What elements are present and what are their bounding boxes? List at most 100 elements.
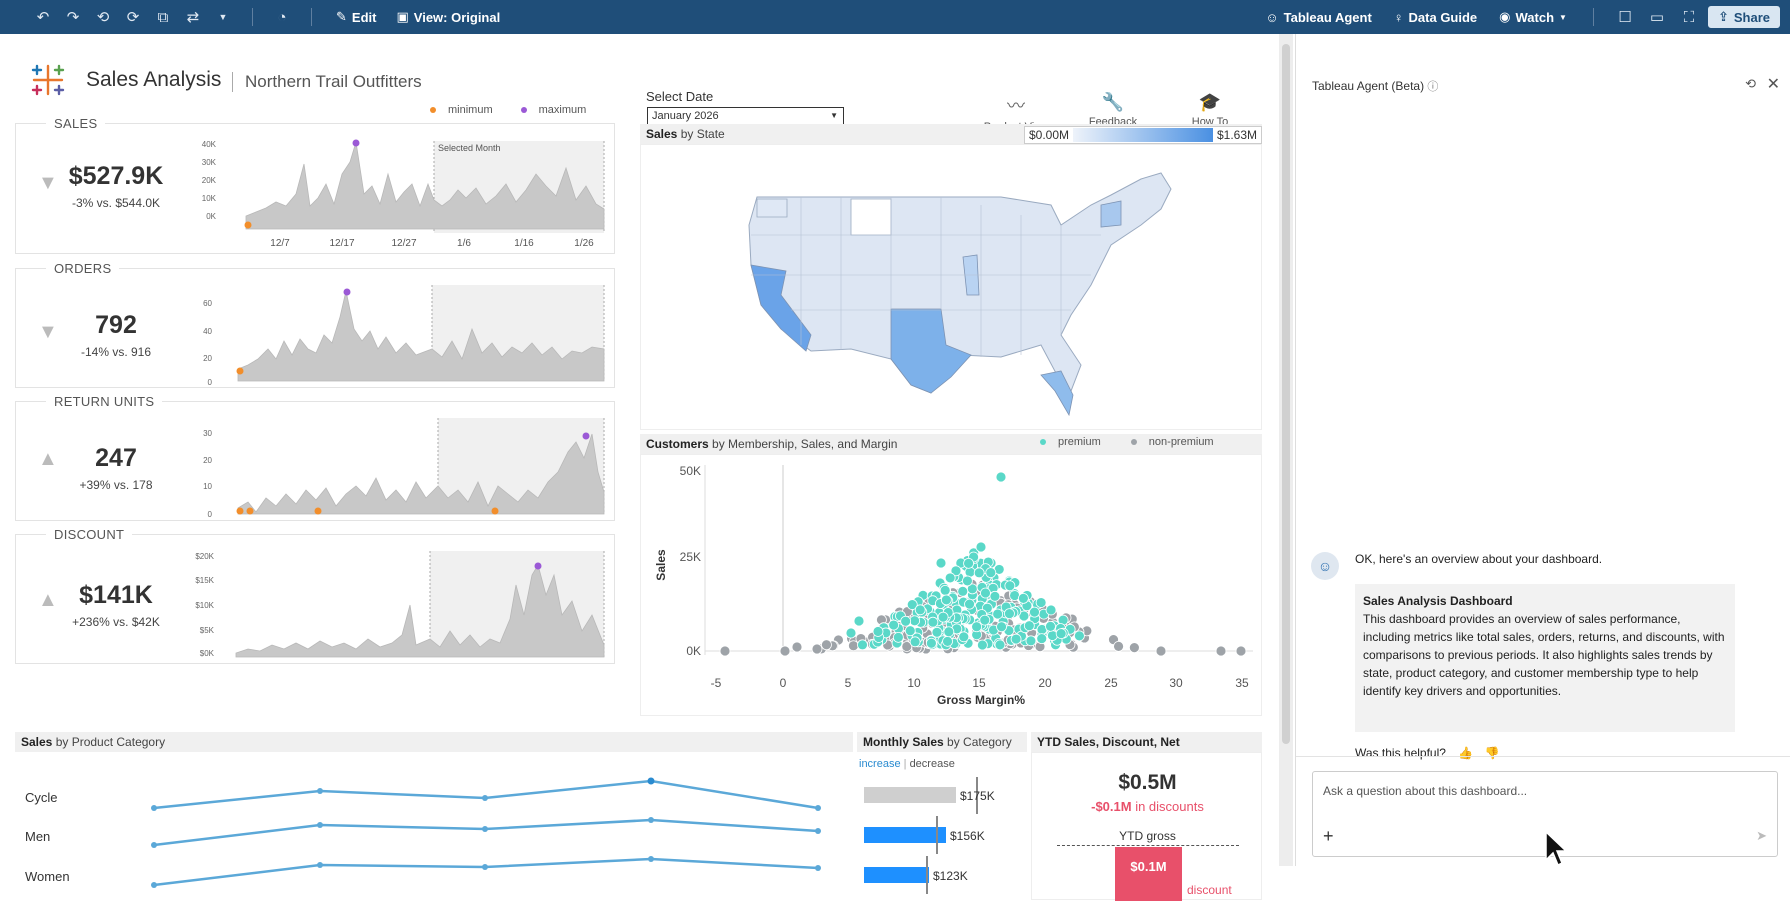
membership-legend: premium non-premium [1040,436,1214,448]
share-button[interactable]: ⇪ Share [1707,6,1780,28]
redo-icon[interactable]: ↷ [66,9,80,26]
x-tick: 1/26 [574,238,594,249]
trend-down-icon: ▼ [38,321,58,343]
kpi-orders: ORDERS ▼ 792 -14% vs. 916 60 40 20 0 [15,261,615,388]
trend-up-icon: ▲ [38,448,58,470]
min-marker [244,221,252,229]
min-marker [246,507,254,515]
comments-icon[interactable]: ☐ [1618,9,1632,26]
revert-icon[interactable]: ⟲ [96,9,110,26]
plus-icon[interactable]: + [1323,826,1334,846]
returns-sparkline: 30 20 10 0 [203,418,605,519]
men-bar [864,827,946,843]
x-axis-label: Gross Margin% [937,693,1025,707]
scatter-header: Customers by Membership, Sales, and Marg… [640,434,1262,454]
y-tick: $20K [195,552,214,561]
kpi-label: SALES [46,116,106,131]
chevron-down-icon: ▼ [830,111,838,120]
min-marker [236,367,244,375]
thumbs-down-icon[interactable]: 👎 [1484,746,1500,760]
replay-icon[interactable]: ⇄ [186,9,200,26]
max-marker [582,432,590,440]
min-marker [314,507,322,515]
discount-label: discount [1187,883,1232,897]
customer-scatter[interactable]: 50K 25K 0K Sales -5 0 5 10 15 20 25 30 3… [641,455,1263,717]
tableau-logo-icon [31,64,65,96]
agent-icon: ☺ [1265,9,1279,25]
select-date-value: January 2026 [652,110,719,122]
view-button[interactable]: ▣ View: Original [388,4,508,30]
discount-sparkline: $20K $15K $10K $5K $0K [195,551,605,658]
x-tick: 25 [1104,676,1118,690]
y-tick: $15K [195,576,214,585]
cycle-bar [864,787,956,803]
legend-decrease: decrease [909,758,955,770]
bar-value: $175K [960,789,995,803]
select-date-dropdown[interactable]: January 2026 ▼ [647,107,844,125]
dashboard-scrollbar[interactable] [1279,34,1293,866]
fullscreen-icon[interactable]: ⛶ [1683,8,1695,26]
florida-region [1040,370,1074,417]
summary-card: Sales Analysis Dashboard This dashboard … [1355,584,1735,732]
x-tick: 15 [972,676,986,690]
bar-value: $123K [933,869,968,883]
kpi-delta: +39% vs. 178 [79,478,153,492]
min-max-legend: minimum maximum [430,104,586,116]
scatter-points [719,471,1247,657]
page-subtitle: Northern Trail Outfitters [232,72,422,92]
x-tick: -5 [711,676,722,690]
helpful-label: Was this helpful? [1355,746,1446,760]
bar-value: $156K [950,829,985,843]
refresh-icon[interactable]: ⟳ [126,9,140,26]
edit-icon: ✎ [336,9,347,24]
selected-month-label: Selected Month [438,143,501,153]
tableau-agent-button[interactable]: ☺ Tableau Agent [1257,4,1379,30]
guide-label: Data Guide [1408,9,1478,25]
legend-increase: increase [859,758,901,770]
metrics-icon[interactable]: ◔ [277,8,287,26]
chat-history-icon[interactable]: ⟲ [1745,76,1756,91]
legend-minimum: minimum [430,104,493,116]
ask-input[interactable]: Ask a question about this dashboard... +… [1312,771,1778,857]
top-toolbar: ↶ ↷ ⟲ ⟳ ⧉ ⇄ ▼ ◔ ✎ Edit ▣ View: Original ☺ T… [0,0,1790,34]
pause-icon[interactable]: ⧉ [157,8,169,26]
present-icon[interactable]: ▭ [1649,9,1665,26]
y-tick: 20 [203,354,212,363]
us-state-map[interactable] [641,145,1263,431]
x-tick: 12/17 [329,238,354,249]
x-tick: 30 [1169,676,1183,690]
y-tick: 60 [203,299,212,308]
kpi-value: $141K [79,581,153,609]
how-to-button[interactable]: 🎓 How To [1170,92,1250,128]
toolbar-divider [252,8,253,26]
dropdown-caret-icon[interactable]: ▼ [218,12,228,22]
kpi-label: ORDERS [46,261,120,276]
summary-text: This dashboard provides an overview of s… [1363,612,1725,698]
map-color-legend: $0.00M $1.63M [1024,126,1262,144]
edit-button[interactable]: ✎ Edit [328,4,384,30]
mouse-cursor-icon [1545,830,1568,867]
data-guide-button[interactable]: ♀ Data Guide [1386,4,1485,30]
thumbs-up-icon[interactable]: 👍 [1457,746,1473,760]
send-icon[interactable]: ➤ [1756,828,1767,843]
discount-bar: $0.1M [1115,847,1182,901]
trend-down-icon: ▼ [38,172,58,194]
undo-icon[interactable]: ↶ [36,9,50,26]
kpi-label: RETURN UNITS [46,394,163,409]
share-icon: ⇪ [1717,9,1729,24]
x-tick: 12/27 [391,238,416,249]
y-tick: 50K [680,464,701,478]
watch-button[interactable]: ◉ Watch ▼ [1491,4,1575,30]
feedback-button[interactable]: 🔧 Feedback [1073,92,1153,128]
y-tick: 30 [203,429,212,438]
trend-up-icon: ▲ [38,589,58,611]
close-icon[interactable]: ✕ [1766,76,1780,93]
x-tick: 5 [845,676,852,690]
scrollbar-thumb[interactable] [1282,44,1290,744]
view-icon: ▣ [396,9,409,24]
ytd-net-value: $0.5M [1118,771,1177,794]
kpi-delta: -14% vs. 916 [80,345,152,359]
women-series-line [153,857,819,887]
y-tick: 0 [208,510,213,519]
legend-min-value: $0.00M [1029,128,1070,142]
